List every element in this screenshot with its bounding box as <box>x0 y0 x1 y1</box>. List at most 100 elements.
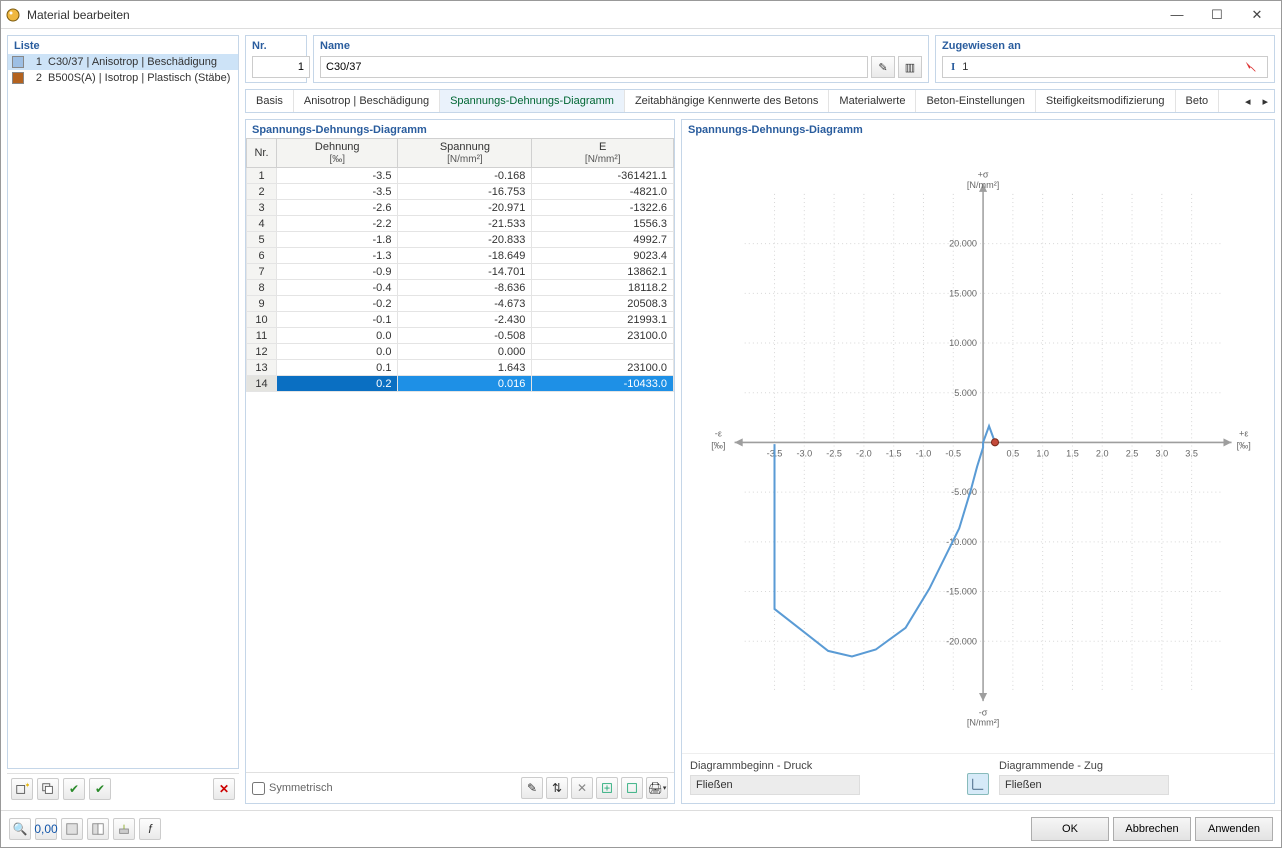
library-button[interactable]: ▥ <box>898 56 922 78</box>
window-title: Material bearbeiten <box>27 8 1157 22</box>
apply-button[interactable]: Anwenden <box>1195 817 1273 841</box>
svg-text:[N/mm²]: [N/mm²] <box>967 180 999 190</box>
svg-text:10.000: 10.000 <box>949 338 977 348</box>
svg-text:2.0: 2.0 <box>1096 449 1109 459</box>
minimize-button[interactable]: — <box>1157 2 1197 28</box>
svg-text:1.0: 1.0 <box>1036 449 1049 459</box>
tab-scroll-right[interactable]: ▸ <box>1256 91 1274 112</box>
table-row[interactable]: 1-3.5-0.168-361421.1 <box>247 168 674 184</box>
table-row[interactable]: 7-0.9-14.70113862.1 <box>247 264 674 280</box>
table-header: Spannungs-Dehnungs-Diagramm <box>246 120 674 138</box>
diagram-end-label: Diagrammende - Zug <box>999 760 1266 772</box>
stress-strain-chart: -3.5-3.0-2.5-2.0-1.5-1.0-0.50.51.01.52.0… <box>694 146 1262 749</box>
close-button[interactable]: ✕ <box>1237 2 1277 28</box>
table-row[interactable]: 4-2.2-21.5331556.3 <box>247 216 674 232</box>
chart-tool-axes[interactable] <box>967 773 989 795</box>
symmetric-checkbox[interactable]: Symmetrisch <box>252 782 333 795</box>
tool-a-button[interactable] <box>61 818 83 840</box>
edit-row-button[interactable]: ✎ <box>521 777 543 799</box>
dialog-bottom-bar: 🔍 0,00 f OK Abbrechen Anwenden <box>1 810 1281 847</box>
svg-text:3.5: 3.5 <box>1185 449 1198 459</box>
chart-header: Spannungs-Dehnungs-Diagramm <box>682 120 1274 138</box>
tab[interactable]: Steifigkeitsmodifizierung <box>1036 90 1176 112</box>
nr-field: Nr. <box>245 35 307 83</box>
tab[interactable]: Anisotrop | Beschädigung <box>294 90 440 112</box>
units-button[interactable]: 0,00 <box>35 818 57 840</box>
cancel-button[interactable]: Abbrechen <box>1113 817 1191 841</box>
svg-text:[N/mm²]: [N/mm²] <box>967 717 999 727</box>
delete-row-button[interactable]: ✕ <box>571 777 593 799</box>
sort-button[interactable]: ⇅ <box>546 777 568 799</box>
print-button[interactable]: 🖨▾ <box>646 777 668 799</box>
svg-text:-2.5: -2.5 <box>826 449 842 459</box>
chart-panel: Spannungs-Dehnungs-Diagramm -3.5-3.0-2.5… <box>681 119 1275 804</box>
svg-text:+σ: +σ <box>978 170 989 180</box>
tab[interactable]: Beton-Einstellungen <box>916 90 1035 112</box>
table-row[interactable]: 2-3.5-16.753-4821.0 <box>247 184 674 200</box>
table-row[interactable]: 120.00.000 <box>247 344 674 360</box>
table-row[interactable]: 130.11.64323100.0 <box>247 360 674 376</box>
maximize-button[interactable]: ☐ <box>1197 2 1237 28</box>
svg-text:-5.000: -5.000 <box>951 487 977 497</box>
diagram-end-value: Fließen <box>999 775 1169 795</box>
svg-text:20.000: 20.000 <box>949 239 977 249</box>
table-row[interactable]: 3-2.6-20.971-1322.6 <box>247 200 674 216</box>
name-field: Name ✎ ▥ <box>313 35 929 83</box>
new-item-button[interactable]: ✶ <box>11 778 33 800</box>
tool-b-button[interactable] <box>87 818 109 840</box>
name-input[interactable] <box>320 56 868 78</box>
pick-assigned-button[interactable] <box>1239 56 1263 78</box>
table-row[interactable]: 9-0.2-4.67320508.3 <box>247 296 674 312</box>
stress-strain-table[interactable]: Nr.Dehnung[‰]Spannung[N/mm²]E[N/mm²]1-3.… <box>246 138 674 392</box>
tab[interactable]: Zeitabhängige Kennwerte des Betons <box>625 90 829 112</box>
check-button-1[interactable]: ✔ <box>63 778 85 800</box>
stress-strain-table-panel: Spannungs-Dehnungs-Diagramm Nr.Dehnung[‰… <box>245 119 675 804</box>
svg-text:-1.0: -1.0 <box>916 449 932 459</box>
delete-item-button[interactable]: ✕ <box>213 778 235 800</box>
check-button-2[interactable]: ✔ <box>89 778 111 800</box>
edit-name-button[interactable]: ✎ <box>871 56 895 78</box>
table-row[interactable]: 8-0.4-8.63618118.2 <box>247 280 674 296</box>
help-button[interactable]: 🔍 <box>9 818 31 840</box>
material-list-item[interactable]: 2B500S(A) | Isotrop | Plastisch (Stäbe) <box>8 70 238 86</box>
svg-text:1.5: 1.5 <box>1066 449 1079 459</box>
svg-text:[‰]: [‰] <box>1237 441 1251 451</box>
import-button[interactable] <box>596 777 618 799</box>
tab[interactable]: Basis <box>246 90 294 112</box>
svg-text:-2.0: -2.0 <box>856 449 872 459</box>
svg-text:3.0: 3.0 <box>1156 449 1169 459</box>
table-row[interactable]: 5-1.8-20.8334992.7 <box>247 232 674 248</box>
material-list: 1C30/37 | Anisotrop | Beschädigung2B500S… <box>8 54 238 86</box>
dialog-window: Material bearbeiten — ☐ ✕ Liste 1C30/37 … <box>0 0 1282 848</box>
export-button[interactable] <box>621 777 643 799</box>
svg-text:15.000: 15.000 <box>949 288 977 298</box>
tab-bar: BasisAnisotrop | BeschädigungSpannungs-D… <box>245 89 1275 113</box>
titlebar: Material bearbeiten — ☐ ✕ <box>1 1 1281 29</box>
color-swatch <box>12 72 24 84</box>
table-row[interactable]: 110.0-0.50823100.0 <box>247 328 674 344</box>
nr-input[interactable] <box>252 56 310 78</box>
material-list-item[interactable]: 1C30/37 | Anisotrop | Beschädigung <box>8 54 238 70</box>
svg-text:-ε: -ε <box>715 428 722 438</box>
tab[interactable]: Spannungs-Dehnungs-Diagramm <box>440 90 625 112</box>
list-header: Liste <box>8 36 238 54</box>
color-swatch <box>12 56 24 68</box>
ok-button[interactable]: OK <box>1031 817 1109 841</box>
tool-c-button[interactable] <box>113 818 135 840</box>
header-fields: Nr. Name ✎ ▥ Zugewiesen an I 1 <box>245 35 1275 83</box>
tab[interactable]: Beto <box>1176 90 1220 112</box>
svg-text:-20.000: -20.000 <box>946 636 977 646</box>
tool-d-button[interactable]: f <box>139 818 161 840</box>
svg-text:-3.0: -3.0 <box>796 449 812 459</box>
svg-text:✶: ✶ <box>25 782 29 789</box>
svg-text:2.5: 2.5 <box>1126 449 1139 459</box>
table-row[interactable]: 6-1.3-18.6499023.4 <box>247 248 674 264</box>
copy-item-button[interactable] <box>37 778 59 800</box>
svg-text:-0.5: -0.5 <box>945 449 961 459</box>
material-list-panel: Liste 1C30/37 | Anisotrop | Beschädigung… <box>7 35 239 769</box>
table-row[interactable]: 140.20.016-10433.0 <box>247 376 674 392</box>
tab[interactable]: Materialwerte <box>829 90 916 112</box>
svg-text:+ε: +ε <box>1239 428 1248 438</box>
table-row[interactable]: 10-0.1-2.43021993.1 <box>247 312 674 328</box>
tab-scroll-left[interactable]: ◂ <box>1239 91 1257 112</box>
